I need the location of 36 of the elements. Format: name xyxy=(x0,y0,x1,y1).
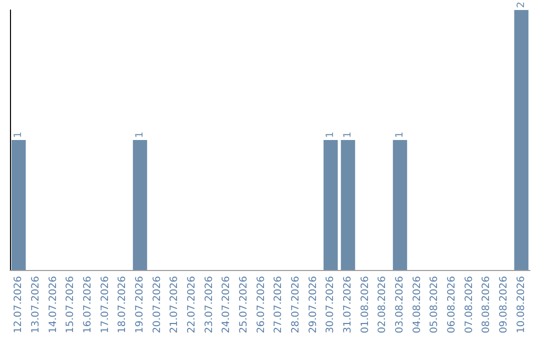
x-tick-label: 23.07.2026 xyxy=(204,276,215,334)
x-tick-label: 10.08.2026 xyxy=(516,276,527,334)
data-label: 2 xyxy=(516,2,527,8)
x-tick-label: 28.07.2026 xyxy=(290,276,302,334)
x-tick-label: 12.07.2026 xyxy=(13,276,24,334)
x-tick-label: 01.08.2026 xyxy=(360,276,371,334)
x-tick-label: 20.07.2026 xyxy=(152,276,163,334)
x-tick-label: 04.08.2026 xyxy=(412,276,423,334)
x-tick-label: 22.07.2026 xyxy=(186,276,198,334)
x-tick-label: 15.07.2026 xyxy=(65,276,76,334)
x-tick-label: 30.07.2026 xyxy=(325,276,336,334)
x-tick-label: 02.08.2026 xyxy=(377,276,388,334)
data-label: 1 xyxy=(342,132,354,138)
x-tick-label: 08.08.2026 xyxy=(481,276,492,334)
x-tick-label: 31.07.2026 xyxy=(342,276,354,334)
x-tick-label: 24.07.2026 xyxy=(221,276,232,334)
data-label: 1 xyxy=(134,132,146,138)
x-tick-label: 21.07.2026 xyxy=(169,276,180,334)
x-tick-label: 17.07.2026 xyxy=(100,276,111,334)
x-tick-label: 05.08.2026 xyxy=(429,276,440,334)
data-label: 1 xyxy=(13,132,24,138)
x-tick-label: 07.08.2026 xyxy=(464,276,475,334)
x-tick-label: 18.07.2026 xyxy=(117,276,128,334)
x-tick-label: 16.07.2026 xyxy=(82,276,94,334)
x-tick-label: 26.07.2026 xyxy=(256,276,267,334)
x-tick-label: 06.08.2026 xyxy=(446,276,458,334)
data-label: 1 xyxy=(325,132,336,138)
x-tick-label: 13.07.2026 xyxy=(30,276,42,334)
x-tick-label: 27.07.2026 xyxy=(273,276,284,334)
x-tick-label: 14.07.2026 xyxy=(48,276,59,334)
data-label: 1 xyxy=(394,132,406,138)
x-tick-label: 29.07.2026 xyxy=(308,276,319,334)
x-tick-label: 09.08.2026 xyxy=(498,276,510,334)
x-tick-label: 19.07.2026 xyxy=(134,276,146,334)
x-tick-label: 25.07.2026 xyxy=(238,276,250,334)
x-tick-label: 03.08.2026 xyxy=(394,276,406,334)
